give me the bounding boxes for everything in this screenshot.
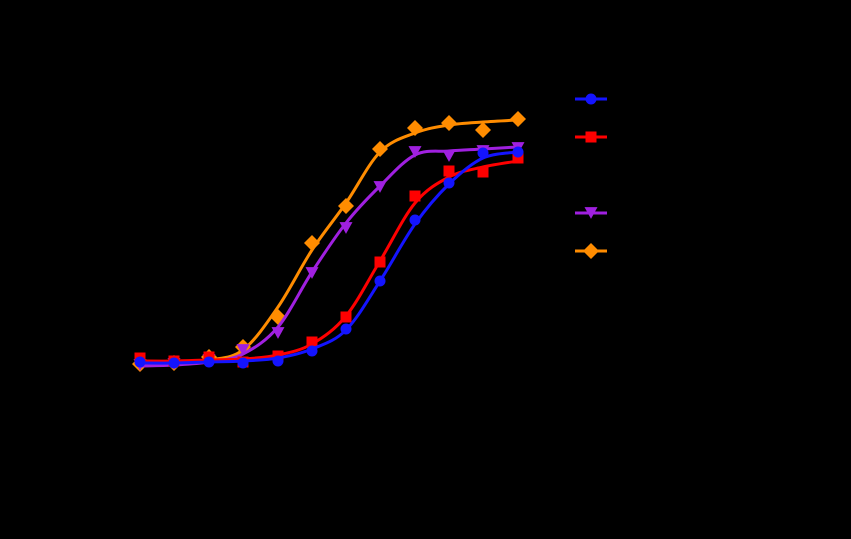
plot-area <box>132 111 526 372</box>
purple-triangles-data-point-marker <box>442 150 456 162</box>
blue-circles-data-point-marker <box>477 147 489 159</box>
purple-triangles-data-point-marker <box>339 222 353 234</box>
blue-circles-data-point-marker <box>237 357 249 369</box>
blue-circles-data-point-marker <box>340 323 352 335</box>
red-squares-data-point-marker <box>374 256 386 268</box>
legend-item-red-squares <box>575 131 607 143</box>
purple-triangles-data-point-marker <box>408 146 422 158</box>
red-squares-data-point-marker <box>306 336 318 348</box>
red-squares-fit-curve <box>138 159 520 363</box>
series-blue-circles <box>134 146 524 369</box>
purple-triangles-data-point-marker <box>236 344 250 356</box>
blue-circles-data-point-marker <box>306 345 318 357</box>
blue-circles-data-point-marker <box>134 356 146 368</box>
series-purple-triangles <box>133 142 525 371</box>
orange-diamonds-data-point-marker <box>372 141 388 157</box>
legend-item-purple-triangles <box>575 207 607 219</box>
orange-diamonds-data-point-marker <box>407 120 423 136</box>
legend-item-orange-diamonds <box>575 243 607 259</box>
red-squares-data-point-marker <box>340 311 352 323</box>
red-squares-data-point-marker <box>443 165 455 177</box>
blue-circles-legend-marker-icon <box>585 93 597 105</box>
orange-diamonds-data-point-marker <box>304 235 320 251</box>
purple-triangles-data-point-marker <box>271 327 285 339</box>
red-squares-data-point-marker <box>477 166 489 178</box>
orange-diamonds-fit-curve <box>138 118 520 367</box>
blue-circles-data-point-marker <box>409 214 421 226</box>
blue-circles-data-point-marker <box>272 355 284 367</box>
orange-diamonds-data-point-marker <box>510 111 526 127</box>
orange-diamonds-data-point-marker <box>441 115 457 131</box>
blue-circles-data-point-marker <box>512 146 524 158</box>
orange-diamonds-legend-marker-icon <box>583 243 599 259</box>
orange-diamonds-data-point-marker <box>338 198 354 214</box>
blue-circles-data-point-marker <box>203 356 215 368</box>
blue-circles-data-point-marker <box>443 177 455 189</box>
purple-triangles-legend-marker-icon <box>584 207 598 219</box>
legend <box>575 93 607 259</box>
series-red-squares <box>134 152 524 368</box>
red-squares-legend-marker-icon <box>585 131 597 143</box>
purple-triangles-data-point-marker <box>373 181 387 193</box>
red-squares-data-point-marker <box>512 152 524 164</box>
red-squares-data-point-marker <box>409 190 421 202</box>
blue-circles-data-point-marker <box>374 275 386 287</box>
legend-item-blue-circles <box>575 93 607 105</box>
orange-diamonds-data-point-marker <box>475 122 491 138</box>
blue-circles-data-point-marker <box>168 357 180 369</box>
purple-triangles-data-point-marker <box>305 267 319 279</box>
